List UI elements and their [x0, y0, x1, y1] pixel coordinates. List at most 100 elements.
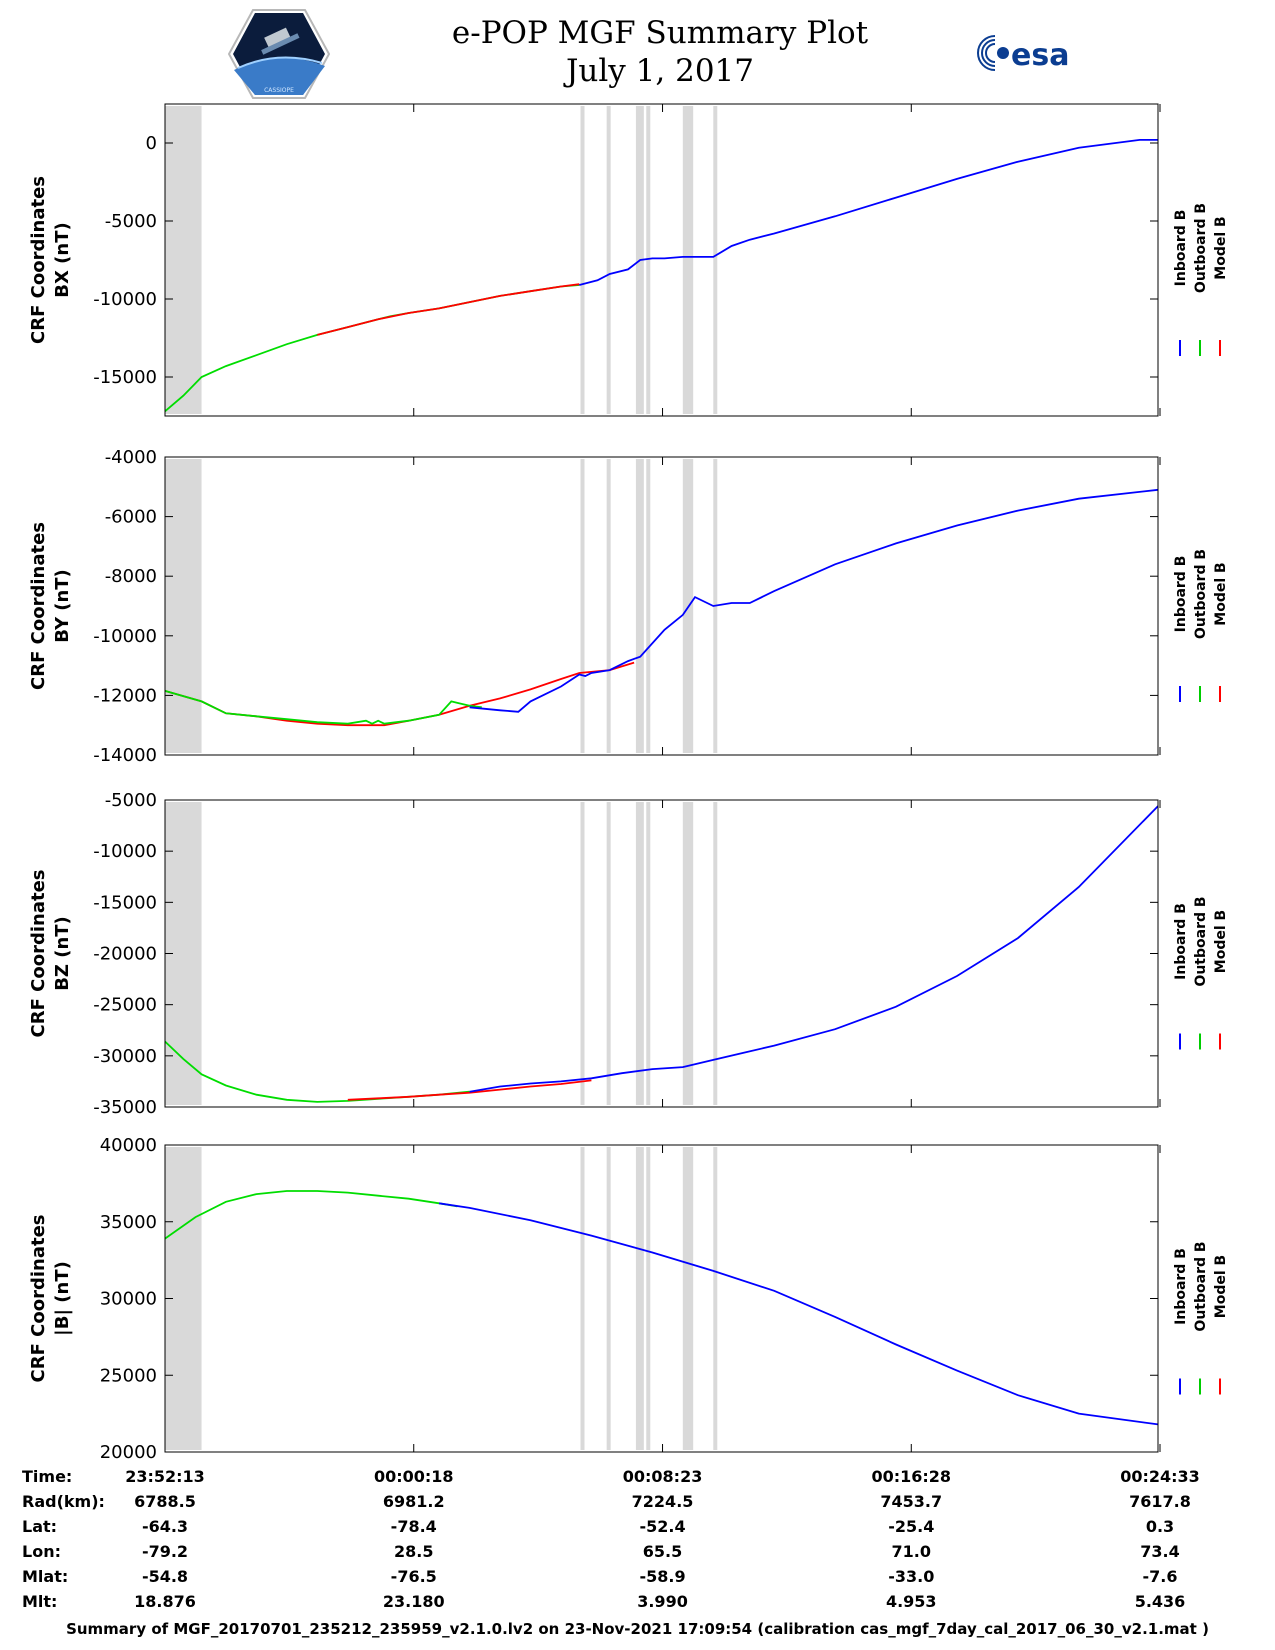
y-axis-label: CRF Coordinates |B| (nT)	[28, 1215, 73, 1383]
y-axis-label-line: BX (nT)	[52, 222, 73, 297]
esa-logo: esa	[977, 35, 1069, 73]
info-value: -25.4	[888, 1517, 934, 1536]
panel-1: 0 -5000 -10000 -15000 CRF Coordinates BX (nT)…	[28, 103, 1229, 417]
y-tick-label: -6000	[105, 507, 157, 528]
y-tick-label: 25000	[100, 1365, 157, 1386]
y-tick-label: -20000	[93, 944, 157, 965]
y-tick-label: -10000	[93, 841, 157, 862]
series-inboard-b	[579, 138, 1158, 286]
y-tick-label: -10000	[93, 289, 157, 310]
y-tick-label: 30000	[100, 1289, 157, 1310]
y-tick-label: -25000	[93, 995, 157, 1016]
series-model-b	[347, 1079, 592, 1101]
gap-band	[713, 106, 718, 414]
gap-band	[646, 802, 651, 1105]
cassiope-logo: CASSIOPE	[228, 9, 330, 99]
gap-band	[682, 802, 694, 1105]
y-axis-label-line: CRF Coordinates	[28, 870, 49, 1038]
info-value: 6981.2	[383, 1492, 445, 1511]
y-tick-label: -15000	[93, 892, 157, 913]
info-value: 00:00:18	[374, 1467, 454, 1486]
legend-label: Outboard B	[1193, 549, 1209, 639]
info-value: -52.4	[639, 1517, 685, 1536]
gap-band	[682, 106, 694, 414]
y-tick-label: -8000	[105, 566, 157, 587]
info-value: -79.2	[142, 1542, 188, 1561]
info-row-label: Rad(km):	[22, 1492, 105, 1511]
legend-label: Inboard B	[1173, 556, 1189, 633]
gap-band	[606, 106, 611, 414]
gap-band	[165, 106, 202, 414]
plot-frame	[164, 799, 1159, 1108]
y-tick-label: -14000	[93, 745, 157, 766]
info-value: -78.4	[391, 1517, 437, 1536]
info-value: 6788.5	[134, 1492, 196, 1511]
panel-3: -5000 -10000 -15000 -20000 -25000 -30000 -3500…	[28, 790, 1229, 1118]
y-tick-label: -5000	[105, 790, 157, 811]
y-axis-label: CRF Coordinates BZ (nT)	[28, 870, 73, 1038]
y-axis-label-line: BZ (nT)	[52, 916, 73, 991]
info-value: 18.876	[134, 1592, 196, 1611]
info-value: 71.0	[892, 1542, 931, 1561]
gap-band	[646, 1147, 651, 1450]
gap-band	[165, 459, 202, 753]
panel-2: -4000 -6000 -8000 -10000 -12000 -14000 CRF Coo…	[28, 447, 1229, 766]
legend-label: Inboard B	[1173, 903, 1189, 980]
info-row-label: Lon:	[22, 1542, 61, 1561]
y-axis-label-line: |B| (nT)	[52, 1261, 73, 1336]
y-tick-label: -15000	[93, 367, 157, 388]
legend-label: Inboard B	[1173, 1248, 1189, 1325]
series-model-b	[317, 283, 580, 336]
legend-label: Outboard B	[1193, 896, 1209, 986]
gap-band	[646, 106, 651, 414]
gap-band	[635, 459, 644, 753]
info-value: 4.953	[886, 1592, 937, 1611]
info-value: 23:52:13	[125, 1467, 205, 1486]
gap-band	[635, 1147, 644, 1450]
info-value: -76.5	[391, 1567, 437, 1586]
y-tick-label: -12000	[93, 685, 157, 706]
info-value: 00:08:23	[623, 1467, 703, 1486]
info-row-label: Mlt:	[22, 1592, 57, 1611]
series-inboard-b	[469, 488, 1159, 713]
info-row-label: Mlat:	[22, 1567, 68, 1586]
series-outboard-b	[164, 1040, 470, 1103]
gap-band	[580, 802, 585, 1105]
gap-band	[606, 459, 611, 753]
title-block: e-POP MGF Summary Plot July 1, 2017	[380, 14, 940, 90]
y-axis-label-line: CRF Coordinates	[28, 522, 49, 690]
info-value: 7224.5	[632, 1492, 694, 1511]
y-axis-label: CRF Coordinates BX (nT)	[28, 176, 73, 344]
info-value: -7.6	[1143, 1567, 1178, 1586]
gap-band	[606, 802, 611, 1105]
info-value: 23.180	[383, 1592, 445, 1611]
info-value: 73.4	[1140, 1542, 1179, 1561]
info-row-label: Time:	[22, 1467, 72, 1486]
legend-label: Inboard B	[1173, 210, 1189, 287]
gap-band	[580, 459, 585, 753]
y-axis-label-line: BY (nT)	[52, 569, 73, 643]
y-tick-label: -5000	[105, 211, 157, 232]
info-value: -58.9	[639, 1567, 685, 1586]
info-value: 0.3	[1146, 1517, 1174, 1536]
y-axis-label-line: CRF Coordinates	[28, 176, 49, 344]
info-value: 3.990	[637, 1592, 688, 1611]
panel-4: 40000 35000 30000 25000 20000 CRF Coordinates…	[28, 1135, 1229, 1463]
info-value: -33.0	[888, 1567, 934, 1586]
y-tick-label: 35000	[100, 1212, 157, 1233]
gap-band	[713, 802, 718, 1105]
chart-date: July 1, 2017	[566, 53, 754, 89]
y-tick-label: -35000	[93, 1097, 157, 1118]
svg-text:CASSIOPE: CASSIOPE	[264, 87, 294, 94]
info-value: 00:16:28	[871, 1467, 951, 1486]
gap-band	[580, 106, 585, 414]
series-model-b	[164, 661, 635, 727]
y-tick-label: 40000	[100, 1135, 157, 1156]
info-value: 7453.7	[880, 1492, 942, 1511]
info-value: -64.3	[142, 1517, 188, 1536]
y-axis-label-line: CRF Coordinates	[28, 1215, 49, 1383]
footer-caption: Summary of MGF_20170701_235212_235959_v2…	[66, 1620, 1209, 1638]
svg-text:esa: esa	[1011, 38, 1069, 73]
y-tick-label: -30000	[93, 1046, 157, 1067]
